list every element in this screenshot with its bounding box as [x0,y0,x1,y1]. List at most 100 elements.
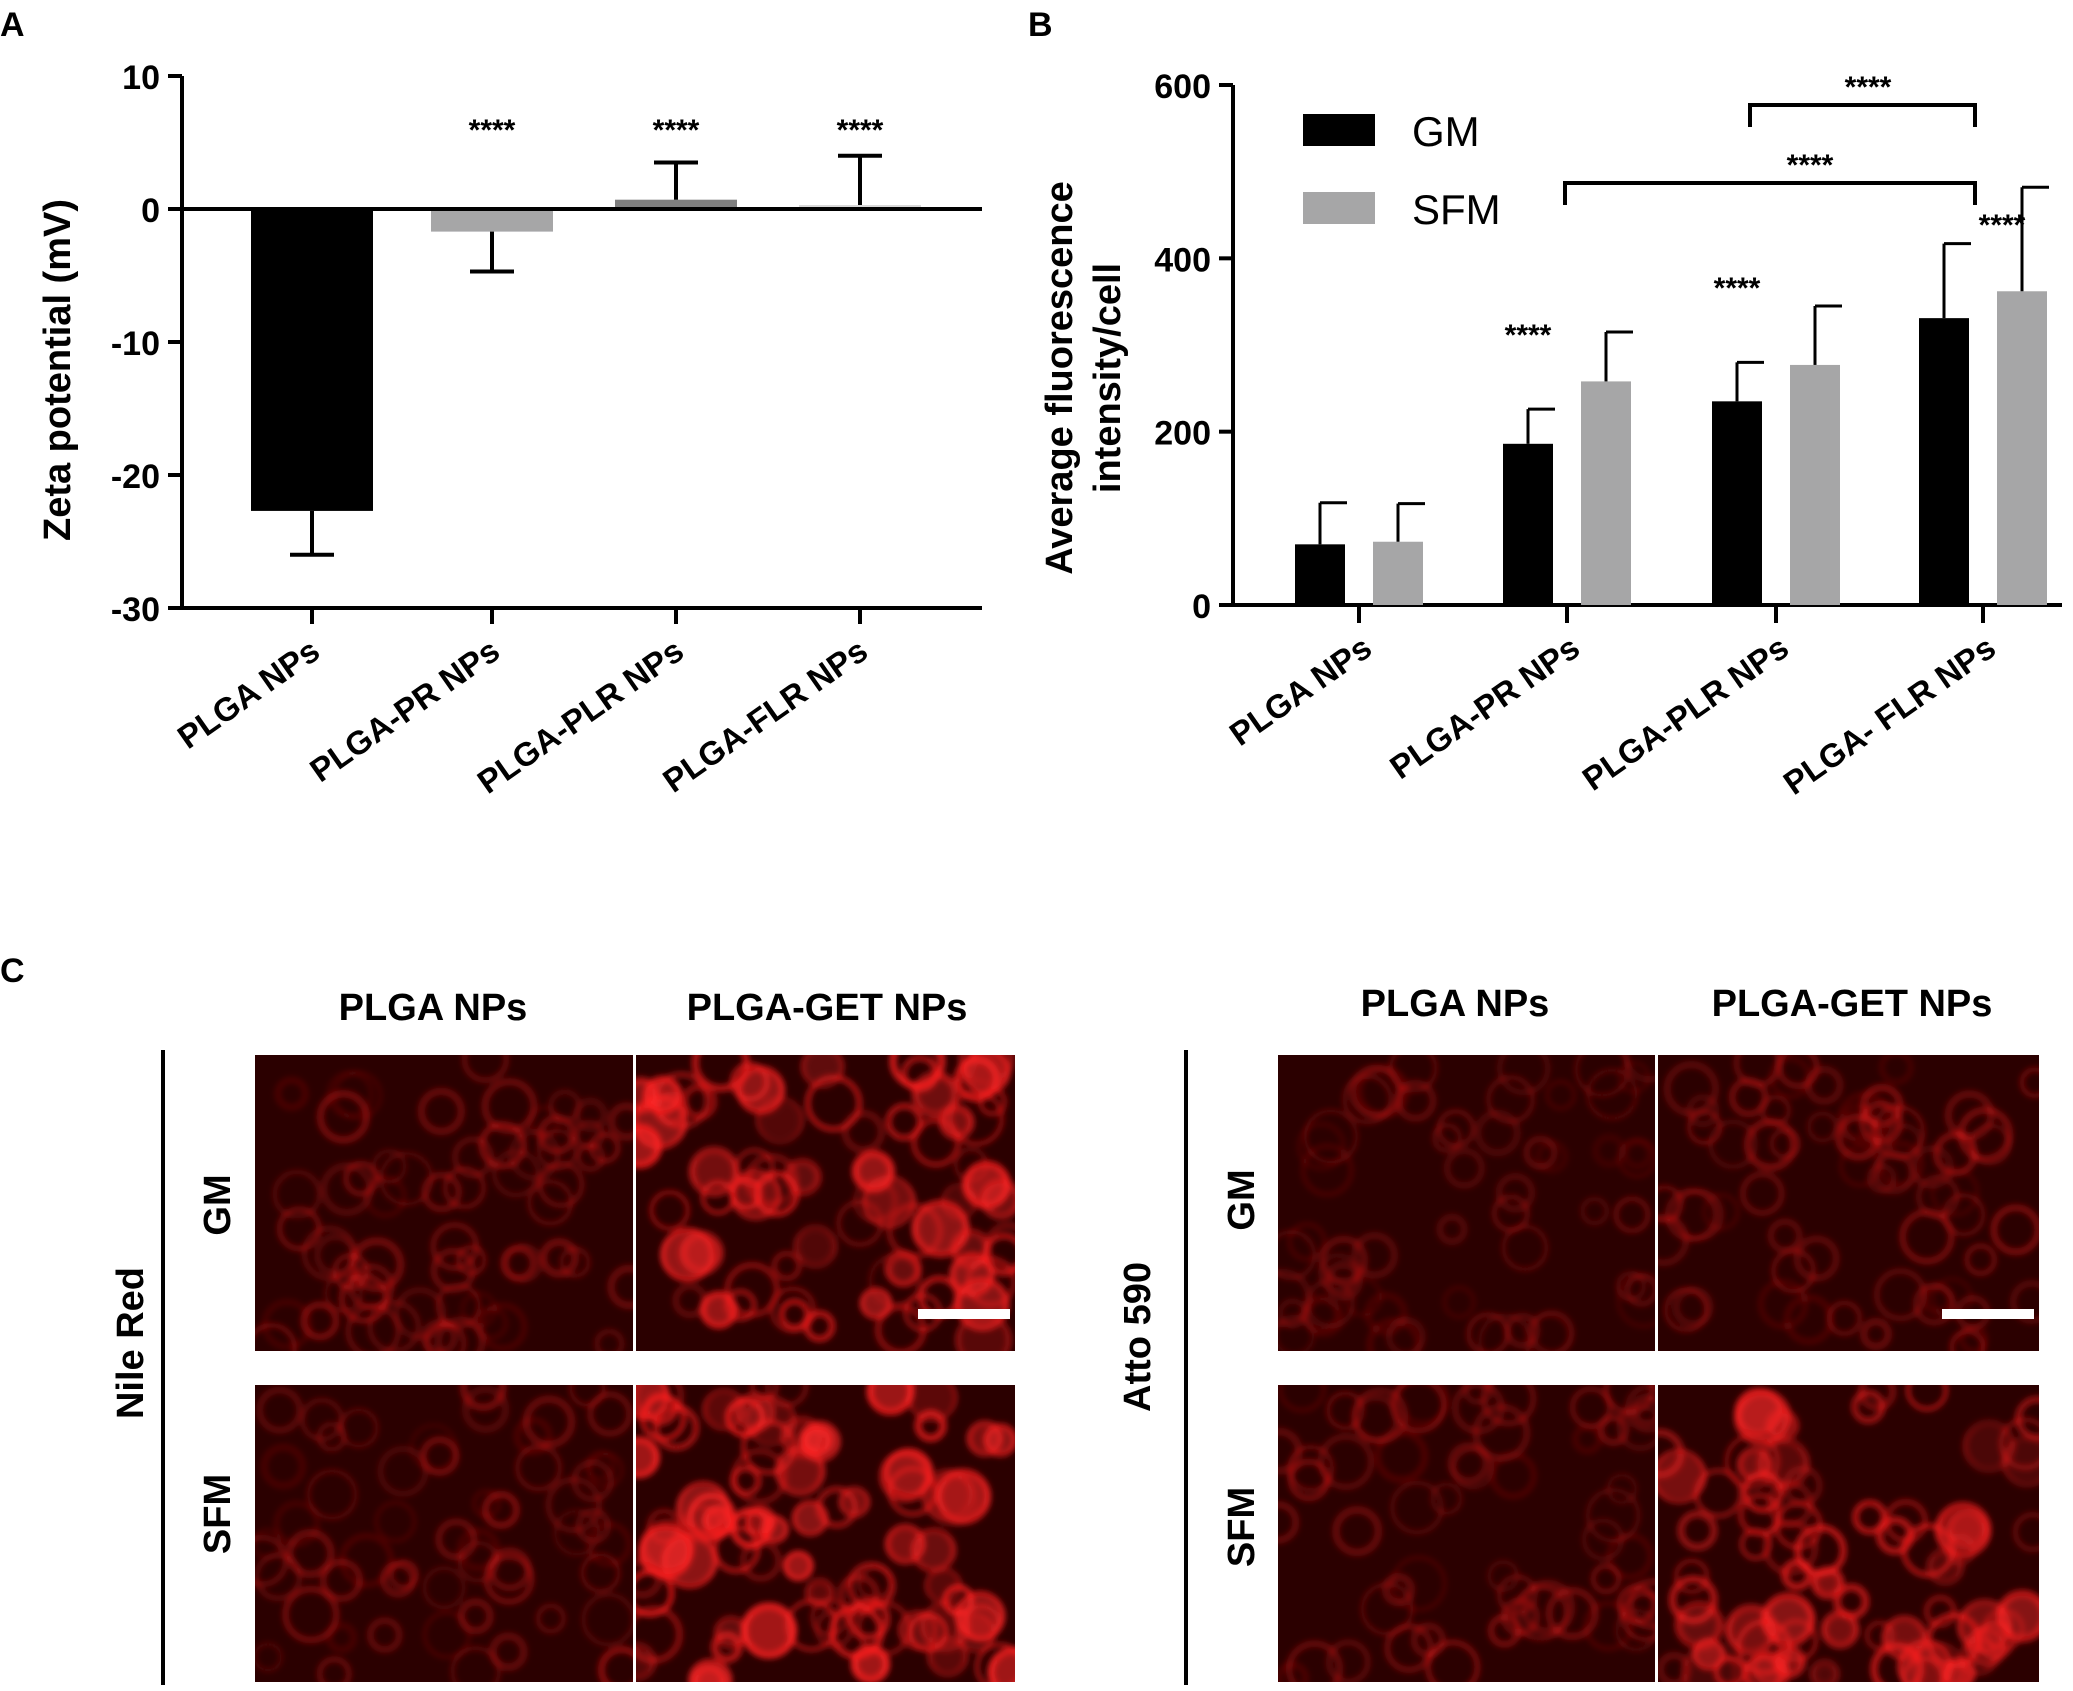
cell [332,1070,383,1121]
cell-bright [955,1282,1009,1326]
cell [481,1490,521,1529]
cell [749,1385,780,1402]
cell [1529,1310,1575,1351]
chart-b-bar-gm [1503,443,1553,605]
cell [1429,1482,1463,1516]
cell [1278,1385,1327,1413]
cell [421,1171,462,1213]
chart-b-significance-bracket [1748,103,1977,127]
cell-bright [798,1424,841,1459]
cell-bright [981,1183,1015,1215]
cell [1466,1311,1511,1351]
cell [1883,1498,1929,1544]
cell-bright [794,1228,837,1265]
cell [1351,1387,1409,1444]
chart-b-significance: **** [1979,209,2026,242]
cell [367,1299,422,1351]
cell-bright [984,1427,1015,1453]
right-row-label-sfm: SFM [1221,1487,1263,1567]
cell [483,1553,535,1605]
cell [272,1169,322,1220]
cell [1451,1447,1495,1490]
cell-bright [906,1385,958,1419]
chart-b-legend-swatch-sfm [1303,192,1375,224]
right-row-label-gm: GM [1221,1169,1263,1230]
chart-b-legend-swatch-gm [1303,114,1375,146]
cell [1363,1291,1409,1336]
cell [874,1303,927,1351]
cell [371,1148,408,1185]
cell [1622,1138,1653,1170]
cell [1278,1298,1308,1329]
cell-bright [660,1232,715,1277]
cell [1781,1558,1814,1591]
cell [434,1316,486,1351]
cell [1969,1123,2012,1166]
right-col-header-plga-get: PLGA-GET NPs [1712,983,1993,1025]
chart-a-significance: **** [837,114,884,147]
cell [1677,1510,1718,1551]
micrograph-nile-red-gm-plga [255,1055,633,1351]
cell [388,1559,419,1590]
right-col-header-plga: PLGA NPs [1361,983,1550,1025]
cell-bright [1948,1513,1986,1545]
cell [1767,1218,1803,1254]
cell [325,1621,358,1654]
cell [419,1436,460,1476]
micrograph-cells [1658,1385,2039,1682]
chart-a-ytick-label: -30 [111,591,160,629]
cell [803,1310,836,1343]
cell [744,1152,800,1209]
cell [1545,1079,1577,1111]
cell [953,1147,989,1183]
cell [1474,1109,1522,1157]
cell [1663,1287,1709,1333]
cell [306,1468,358,1521]
cell [886,1202,944,1260]
chart-a-ytick-label: 0 [141,192,160,230]
cell [2012,1511,2039,1553]
cell [255,1534,289,1588]
cell [420,1318,459,1351]
cell-bright [676,1485,731,1530]
cell [435,1518,478,1561]
scale-bar [1942,1309,2034,1319]
left-col-header-plga: PLGA NPs [339,987,528,1029]
cell [836,1199,884,1248]
cell [535,1603,567,1634]
cell [636,1557,663,1599]
cell [442,1166,487,1210]
cell [1278,1314,1316,1351]
chart-a-ytick-label: 10 [122,59,160,97]
cell [636,1605,684,1664]
cell [319,1558,364,1602]
cell-bright [644,1080,681,1111]
chart-b-legend-label: SFM [1412,186,1501,233]
chart-b-bar-sfm [1581,381,1631,605]
micrograph-cells [255,1385,633,1682]
cell [1713,1655,1747,1682]
cell-bright [867,1385,914,1410]
cell [377,1445,429,1498]
cell [1859,1317,1893,1351]
cell-bright [636,1129,661,1164]
cell [1319,1235,1369,1285]
cell [260,1443,307,1490]
cell [910,1116,962,1168]
cell [1441,1285,1477,1320]
cell [2009,1279,2039,1325]
panel-label-a: A [0,6,25,44]
cell [1774,1618,1819,1663]
cell [1366,1317,1422,1351]
cell [1300,1143,1355,1198]
cell [1590,1563,1622,1595]
cell [1443,1147,1486,1189]
cell [255,1641,284,1673]
cell [539,1237,580,1278]
cell [1739,1528,1772,1561]
cell [594,1328,625,1351]
cell [1355,1064,1410,1120]
left-row-label-gm: GM [197,1174,239,1235]
cell [422,1610,472,1660]
cell [1317,1433,1375,1491]
